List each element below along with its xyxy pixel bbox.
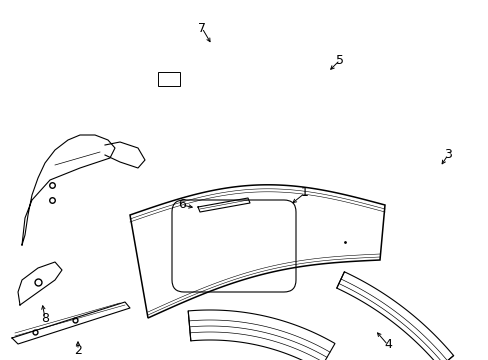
Text: 2: 2 xyxy=(74,343,82,356)
Text: 7: 7 xyxy=(198,22,205,35)
Text: 4: 4 xyxy=(383,338,391,351)
Text: 1: 1 xyxy=(301,186,308,199)
Text: 6: 6 xyxy=(178,198,185,211)
Text: 5: 5 xyxy=(335,54,343,67)
Text: 3: 3 xyxy=(443,148,451,162)
Text: 8: 8 xyxy=(41,311,49,324)
